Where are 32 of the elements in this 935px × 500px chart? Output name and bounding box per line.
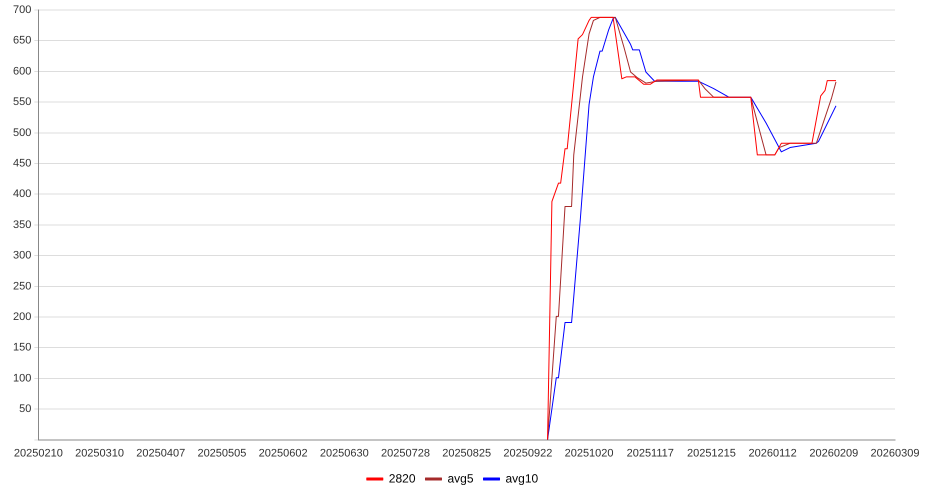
y-tick-label: 700	[12, 4, 32, 16]
legend-label: 2820	[388, 471, 416, 486]
x-tick-label: 20250310	[75, 447, 124, 460]
x-tick-label: 20251117	[626, 447, 674, 460]
x-tick-label: 20250630	[320, 447, 369, 460]
y-tick-label: 500	[12, 126, 32, 139]
x-tick-label: 20260112	[748, 447, 797, 460]
y-tick-label: 250	[12, 280, 32, 292]
y-tick-label: 100	[12, 372, 32, 384]
y-tick-label: 300	[12, 250, 32, 262]
legend-label: avg10	[506, 471, 539, 486]
x-tick-label: 20250210	[14, 447, 63, 460]
legend-label: avg5	[447, 471, 474, 486]
x-tick-label: 20250602	[258, 447, 308, 460]
y-tick-label: 200	[12, 311, 32, 324]
x-tick-label: 20250407	[136, 447, 186, 460]
x-tick-label: 20251020	[564, 447, 614, 460]
x-tick-label: 20250825	[442, 447, 492, 460]
y-tick-label: 550	[12, 96, 32, 108]
y-tick-label: 350	[12, 218, 32, 231]
x-tick-label: 20250728	[381, 447, 430, 460]
x-tick-label: 20260309	[870, 447, 920, 460]
y-tick-label: 400	[12, 188, 32, 200]
y-tick-label: 650	[12, 34, 32, 47]
x-tick-label: 20250922	[503, 447, 552, 460]
y-tick-label: 450	[12, 158, 32, 170]
x-tick-label: 20251215	[686, 447, 736, 460]
y-tick-label: 50	[19, 403, 32, 416]
x-tick-label: 20260209	[809, 447, 858, 460]
y-tick-label: 600	[12, 65, 32, 78]
x-tick-label: 20250505	[197, 447, 246, 460]
y-tick-label: 150	[12, 342, 32, 354]
